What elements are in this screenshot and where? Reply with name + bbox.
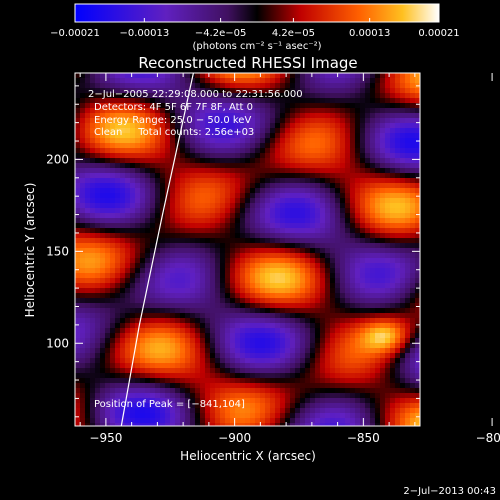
annotation-energy-range: Energy Range: 25.0 − 50.0 keV [94, 115, 251, 126]
y-tick-label: 150 [46, 244, 69, 258]
colorbar-tick-label: 4.2e−05 [272, 28, 315, 39]
x-axis-label: Heliocentric X (arcsec) [180, 449, 316, 463]
colorbar-tick-label: −0.00013 [119, 28, 169, 39]
annotation-clean-counts: Clean Total counts: 2.56e+03 [94, 127, 254, 138]
colorbar [74, 3, 440, 23]
x-axis-ticks: −950 −900 −850 −800 [79, 73, 500, 445]
y-tick-label: 100 [46, 336, 69, 350]
annotation-time-range: 2−Jul−2005 22:29:08.000 to 22:31:56.000 [88, 89, 303, 100]
colorbar-unit-label: (photons cm⁻² s⁻¹ asec⁻²) [192, 41, 321, 52]
chart-title: Reconstructed RHESSI Image [138, 54, 357, 72]
colorbar-tick-label: −4.2e−05 [195, 28, 247, 39]
colorbar-tick-label: 0.00021 [418, 28, 459, 39]
x-tick-label: −900 [218, 431, 251, 445]
colorbar-ticks: −0.00021 −0.00013 −4.2e−05 4.2e−05 0.00013 0.… [50, 18, 460, 39]
solar-limb-line [120, 73, 194, 426]
x-tick-label: −800 [476, 431, 500, 445]
x-tick-label: −950 [89, 431, 122, 445]
colorbar-tick-label: −0.00021 [50, 28, 100, 39]
footer-timestamp: 2−Jul−2013 00:43 [403, 486, 496, 497]
plot-frame [74, 72, 421, 427]
colorbar-tick-label: 0.00013 [349, 28, 390, 39]
annotation-peak-position: Position of Peak = [−841,104] [94, 399, 245, 410]
x-tick-label: −850 [347, 431, 380, 445]
heatmap-image [75, 73, 420, 426]
y-axis-label: Heliocentric Y (arcsec) [23, 183, 37, 318]
y-tick-label: 200 [46, 152, 69, 166]
annotation-detectors: Detectors: 4F 5F 6F 7F 8F, Att 0 [94, 102, 253, 113]
y-axis-ticks: 100 150 200 [46, 85, 420, 418]
